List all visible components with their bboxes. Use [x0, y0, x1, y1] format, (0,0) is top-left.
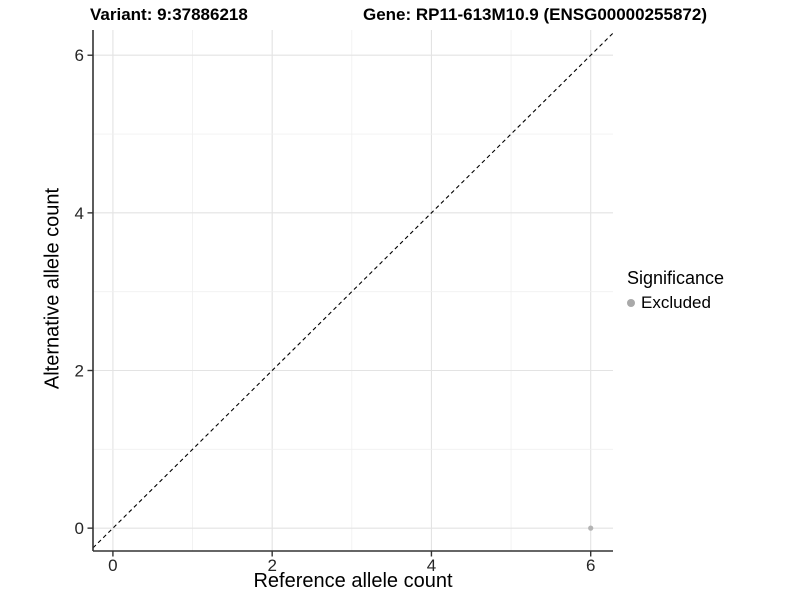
- plot-title-variant: Variant: 9:37886218: [90, 5, 248, 24]
- x-tick-label: 2: [267, 556, 276, 575]
- y-tick-label: 0: [75, 519, 84, 538]
- x-axis-title: Reference allele count: [253, 570, 453, 592]
- y-tick-label: 2: [75, 362, 84, 381]
- legend-title: Significance: [627, 268, 725, 288]
- x-tick-label: 6: [586, 556, 595, 575]
- legend-item-excluded: Excluded: [627, 293, 724, 313]
- plot-title-gene: Gene: RP11-613M10.9 (ENSG00000255872): [363, 5, 707, 24]
- y-axis-title: Alternative allele count: [41, 187, 64, 390]
- y-tick-label: 6: [75, 46, 84, 65]
- x-tick-label: 0: [108, 556, 117, 575]
- identity-line: [92, 32, 614, 549]
- data-point: [588, 525, 594, 531]
- legend-item-label: Excluded: [641, 293, 711, 312]
- legend: Significance Excluded: [627, 268, 724, 313]
- y-tick-label: 4: [75, 204, 84, 223]
- excluded-dot-icon: [627, 299, 635, 307]
- x-tick-label: 4: [427, 556, 436, 575]
